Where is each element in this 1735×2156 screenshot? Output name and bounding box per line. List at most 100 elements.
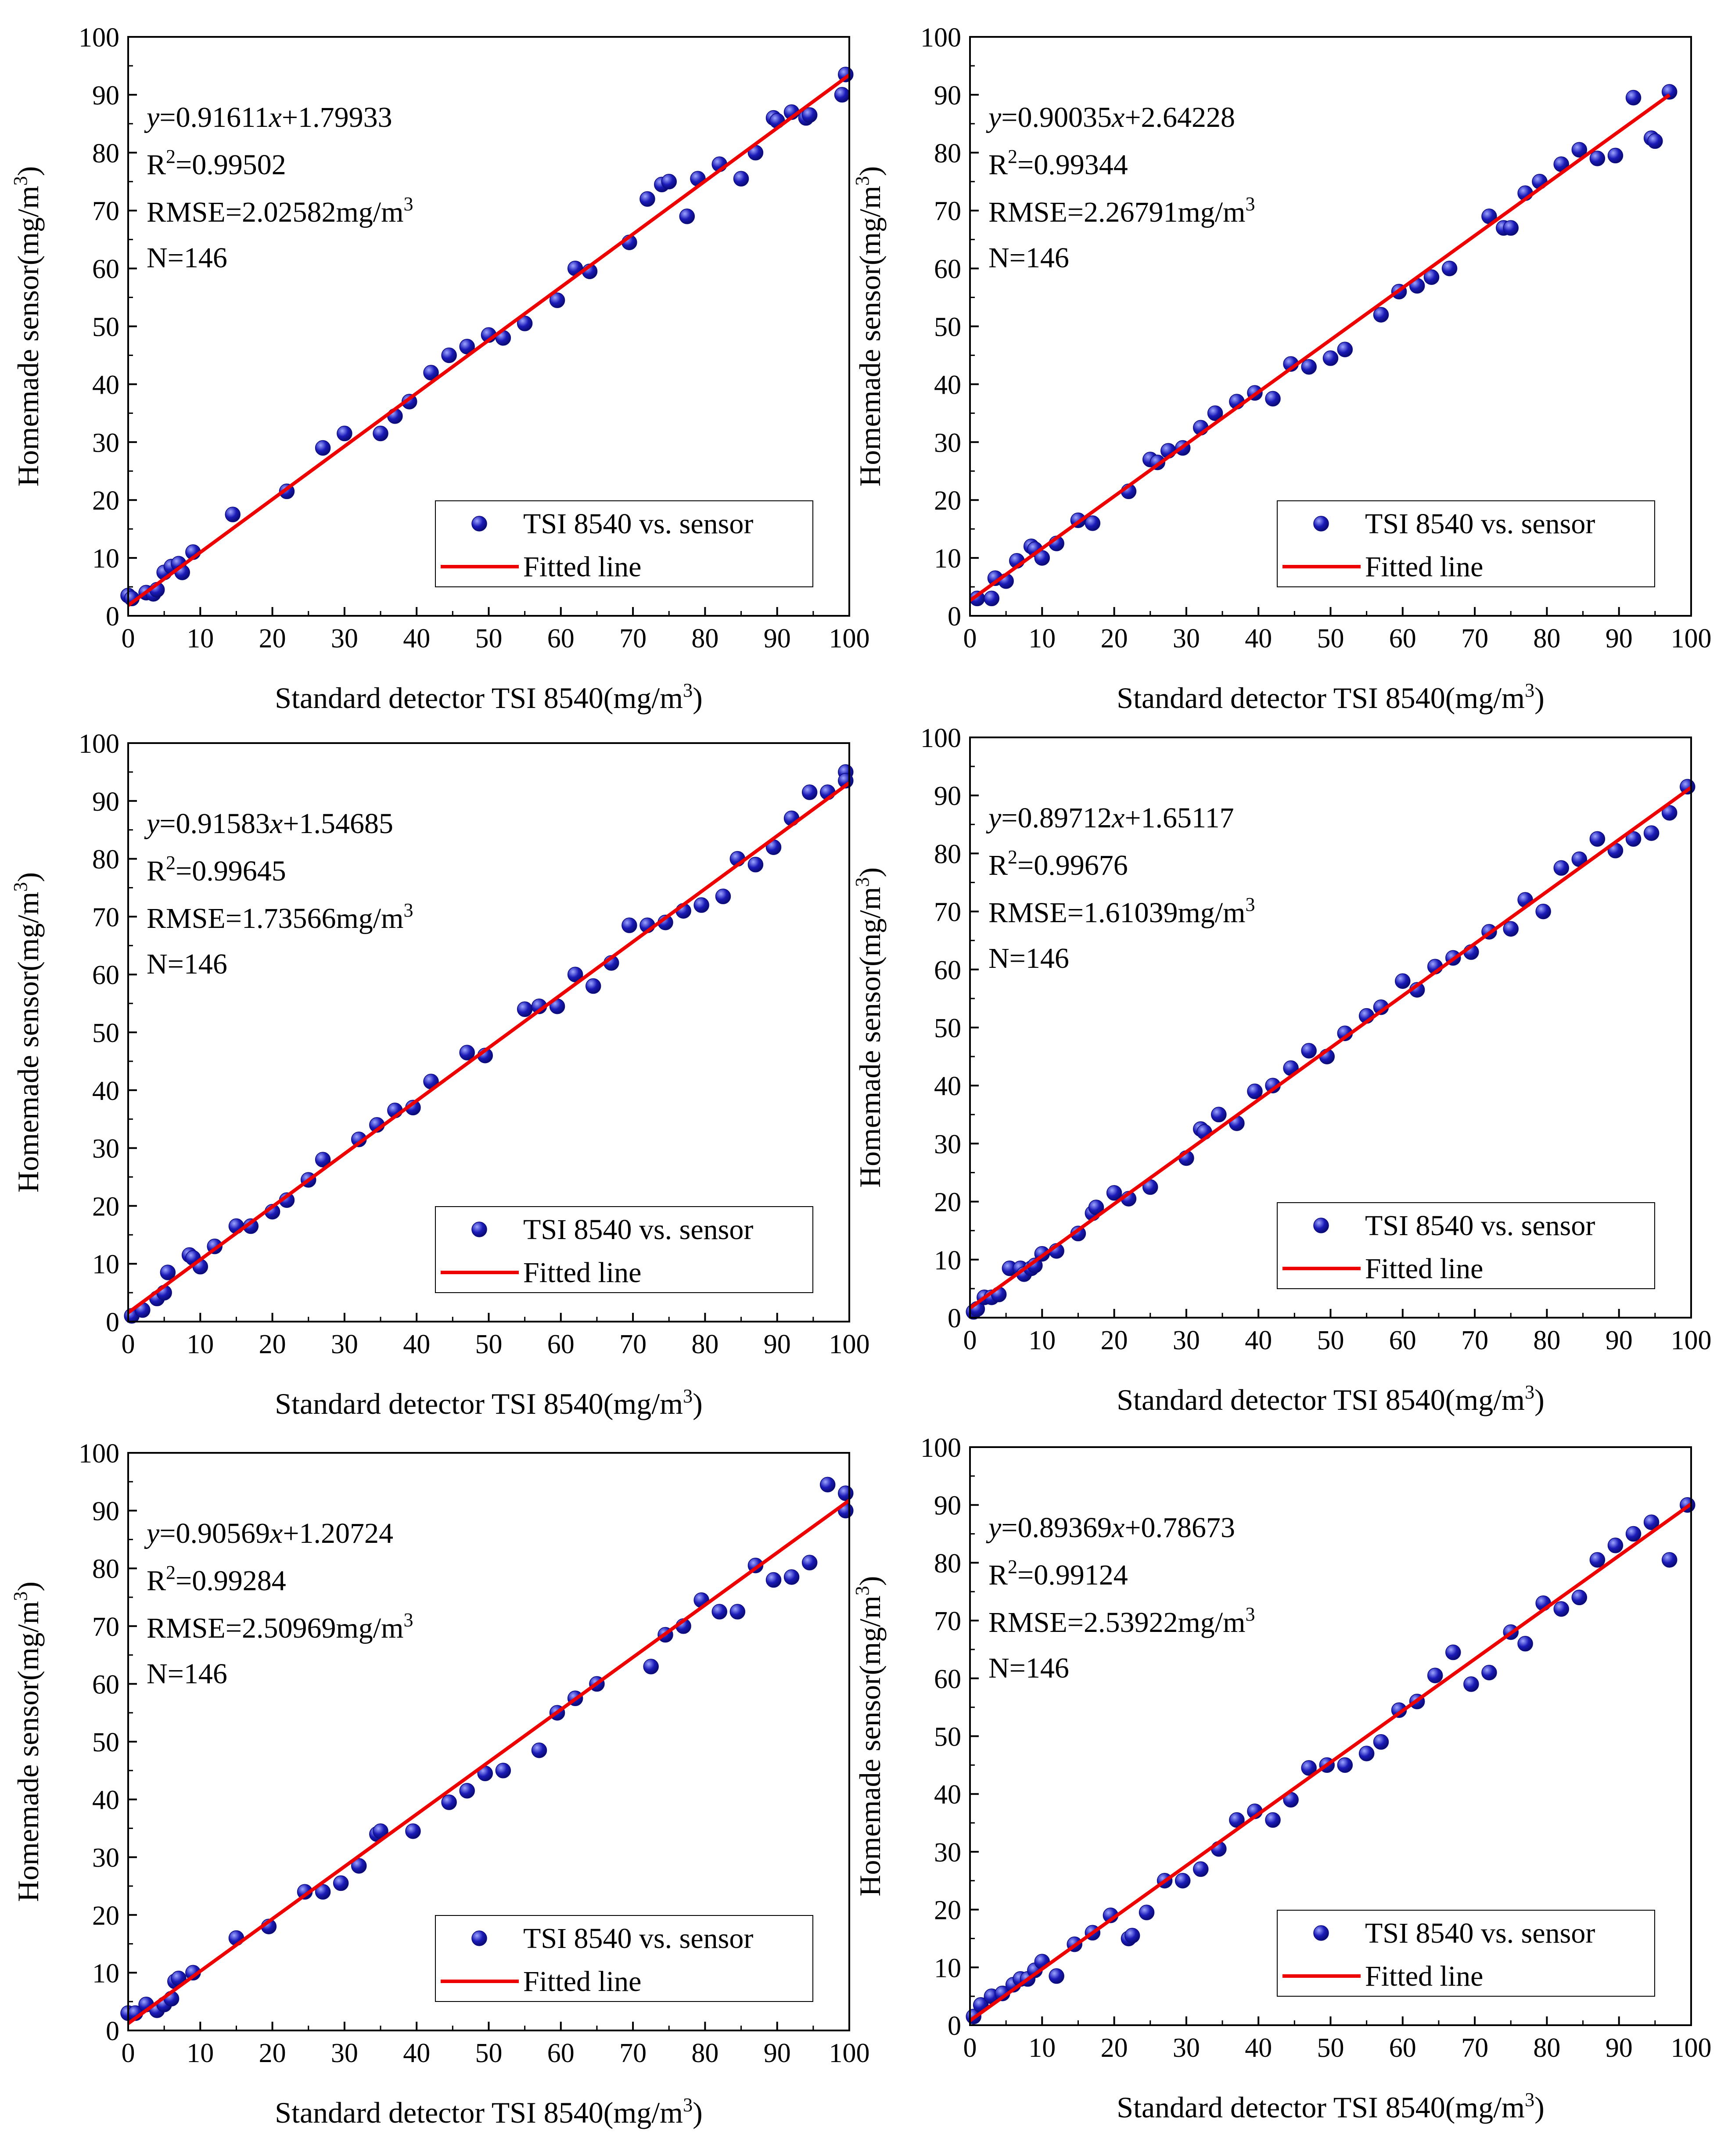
y-axis-title-sup: 3 [851, 877, 873, 887]
data-point [1427, 1667, 1443, 1683]
equation-x: x [1111, 101, 1124, 133]
rmse-value: RMSE=1.61039mg/m [988, 897, 1245, 929]
sample-count: N=146 [988, 942, 1069, 974]
equation-y: y [144, 1517, 160, 1549]
data-point [1589, 831, 1606, 847]
data-point [1265, 1812, 1281, 1828]
rmse-value: RMSE=2.02582mg/m [147, 196, 403, 228]
data-point [441, 347, 457, 363]
data-point [351, 1858, 367, 1874]
x-axis-title: Standard detector TSI 8540(mg/m3) [275, 679, 702, 715]
legend-points-label: TSI 8540 vs. sensor [1365, 1917, 1595, 1949]
rmse-sup: 3 [1245, 894, 1255, 915]
r-squared-value: =0.99676 [1017, 849, 1128, 881]
data-point [1625, 831, 1642, 847]
y-tick-label: 100 [920, 723, 961, 753]
r-squared: R2=0.99124 [988, 1556, 1128, 1591]
y-tick-label: 40 [92, 370, 119, 400]
x-tick-label: 70 [619, 624, 647, 654]
equation-slope: =0.89712 [1001, 802, 1112, 834]
data-point [1647, 133, 1663, 149]
y-axis-title-main: Homemade sensor(mg/m [11, 186, 45, 487]
x-tick-label: 100 [829, 624, 870, 654]
data-point [1139, 1904, 1155, 1920]
x-tick-label: 0 [963, 2033, 977, 2063]
data-point [315, 1152, 331, 1168]
x-tick-label: 80 [691, 2038, 718, 2068]
data-point [1661, 1552, 1678, 1568]
x-tick-label: 0 [963, 1326, 977, 1355]
sample-count: N=146 [147, 1658, 227, 1690]
data-point [1373, 307, 1389, 323]
sample-count: N=146 [147, 242, 227, 274]
scatter-points [124, 764, 854, 1324]
data-point [1106, 1185, 1122, 1201]
x-axis-title: Standard detector TSI 8540(mg/m3) [1117, 1381, 1544, 1416]
y-tick-label: 20 [934, 1896, 961, 1926]
equation-slope: =0.90035 [1001, 101, 1112, 133]
legend-line-label: Fitted line [1365, 551, 1483, 583]
data-point [441, 1794, 457, 1810]
y-tick-label: 50 [934, 1013, 961, 1043]
y-tick-label: 20 [92, 1901, 119, 1931]
equation-x: x [1111, 802, 1124, 834]
legend-box [435, 500, 813, 587]
legend-line-label: Fitted line [523, 1966, 641, 1998]
regression-equation: y=0.89712x+1.65117 [986, 802, 1234, 834]
y-tick-label: 0 [106, 2016, 119, 2046]
x-tick-label: 60 [547, 1330, 575, 1359]
rmse-value: RMSE=2.26791mg/m [988, 196, 1245, 228]
y-tick-label: 90 [934, 81, 961, 111]
y-axis-title-end: ) [11, 1581, 45, 1592]
data-point [1301, 1760, 1317, 1776]
x-tick-label: 90 [764, 1330, 791, 1359]
legend-point-marker [1313, 516, 1329, 532]
y-axis-title-end: ) [853, 166, 887, 176]
y-tick-label: 90 [92, 81, 119, 111]
x-tick-label: 50 [1317, 2033, 1344, 2063]
y-tick-label: 40 [92, 1076, 119, 1106]
x-tick-label: 40 [403, 2038, 430, 2068]
data-point [1301, 1043, 1317, 1059]
y-tick-label: 80 [92, 845, 119, 875]
x-axis-title-sup: 3 [683, 2094, 693, 2116]
x-axis-title: Standard detector TSI 8540(mg/m3) [275, 2094, 702, 2129]
x-tick-label: 90 [1606, 624, 1633, 654]
data-point [1373, 1734, 1389, 1750]
x-axis-title-main: Standard detector TSI 8540(mg/m [1117, 1383, 1525, 1416]
x-axis-title: Standard detector TSI 8540(mg/m3) [275, 1385, 702, 1420]
chart-panel-3: 0 10 20 30 40 50 60 70 80 90 100 0 10 20 30 40 50 60 70 80 9… [10, 729, 870, 1420]
r-squared: R2=0.99676 [988, 846, 1128, 881]
data-point [661, 174, 677, 190]
data-point [834, 87, 850, 103]
data-point [1423, 269, 1440, 285]
y-axis-title-main: Homemade sensor(mg/m [853, 1595, 887, 1897]
data-point [1322, 350, 1339, 366]
data-point [801, 1555, 818, 1570]
r-squared-value: =0.99284 [176, 1565, 286, 1597]
y-tick-label: 90 [92, 787, 119, 817]
equation-y: y [144, 808, 160, 840]
fitted-line [969, 93, 1671, 602]
chart-panel-5: 0 10 20 30 40 50 60 70 80 90 100 0 10 20 30 40 50 60 70 80 9… [10, 1439, 870, 2129]
y-tick-label: 10 [934, 1246, 961, 1276]
data-point [337, 425, 352, 442]
x-tick-label: 90 [1606, 2033, 1633, 2063]
x-axis-title-end: ) [1534, 2091, 1545, 2124]
x-tick-label: 10 [1028, 2033, 1056, 2063]
x-tick-label: 60 [1389, 1326, 1416, 1355]
chart-panel-2: 0 10 20 30 40 50 60 70 80 90 100 0 10 20 30 40 50 60 70 80 9… [851, 23, 1712, 715]
data-point [1643, 1514, 1660, 1530]
x-tick-label: 60 [1389, 624, 1416, 654]
data-point [711, 1604, 728, 1620]
y-tick-label: 70 [92, 1612, 119, 1642]
legend-box [1277, 1910, 1655, 1997]
r-squared-sup: 2 [166, 1562, 176, 1583]
y-axis-title-end: ) [11, 872, 45, 882]
rmse-sup: 3 [1245, 1603, 1255, 1625]
x-axis-title-sup: 3 [683, 1385, 693, 1407]
y-axis-title: Homemade sensor(mg/m3) [851, 166, 887, 486]
data-point [1625, 90, 1642, 106]
equation-slope: =0.90569 [159, 1517, 270, 1549]
